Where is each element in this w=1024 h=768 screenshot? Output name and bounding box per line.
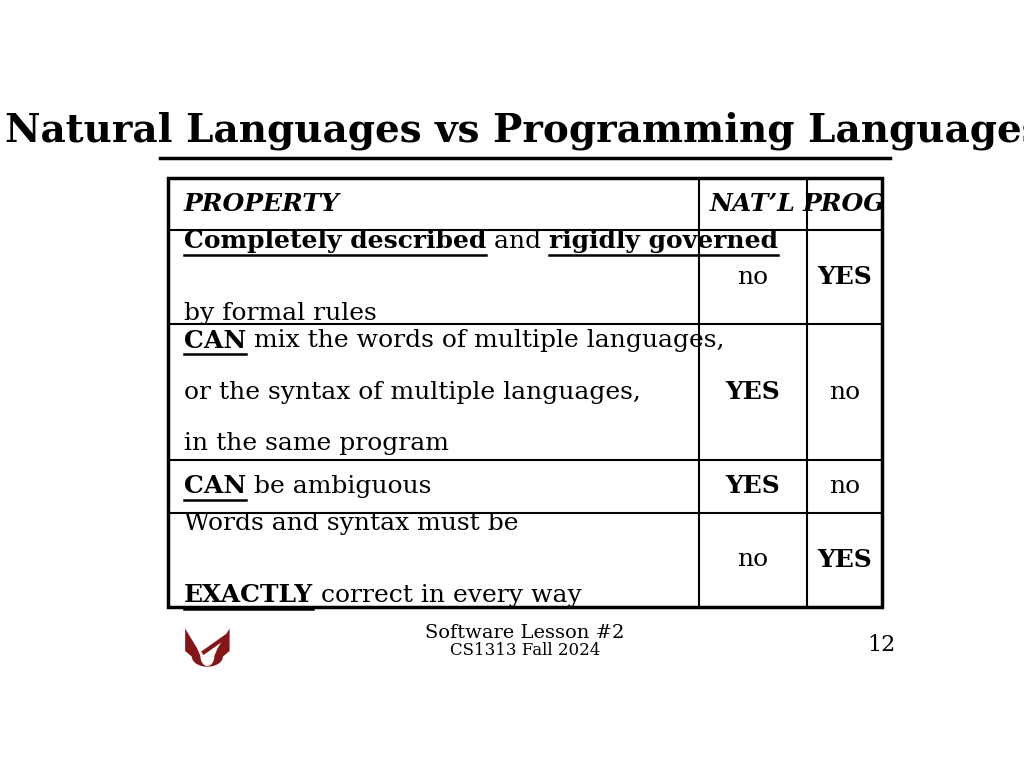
Bar xyxy=(168,178,882,607)
Text: YES: YES xyxy=(726,380,780,404)
Text: YES: YES xyxy=(726,475,780,498)
Text: be ambiguous: be ambiguous xyxy=(246,475,431,498)
Text: CAN: CAN xyxy=(183,329,246,353)
Text: by formal rules: by formal rules xyxy=(183,302,376,325)
Text: Natural Languages vs Programming Languages: Natural Languages vs Programming Languag… xyxy=(5,111,1024,150)
Text: rigidly governed: rigidly governed xyxy=(549,230,778,253)
Text: correct in every way: correct in every way xyxy=(312,584,582,607)
Text: no: no xyxy=(828,381,860,404)
Text: Software Lesson #2: Software Lesson #2 xyxy=(425,624,625,642)
Text: CAN: CAN xyxy=(183,475,246,498)
Text: EXACTLY: EXACTLY xyxy=(183,584,312,607)
Text: PROG: PROG xyxy=(803,192,886,216)
Text: Words and syntax must be: Words and syntax must be xyxy=(183,512,518,535)
Text: in the same program: in the same program xyxy=(183,432,449,455)
Text: PROPERTY: PROPERTY xyxy=(183,192,339,216)
Text: no: no xyxy=(737,548,769,571)
Text: 12: 12 xyxy=(867,634,896,656)
Text: mix the words of multiple languages,: mix the words of multiple languages, xyxy=(246,329,724,352)
Text: Completely described: Completely described xyxy=(183,230,486,253)
Text: YES: YES xyxy=(817,548,871,571)
Text: and: and xyxy=(486,230,549,253)
Polygon shape xyxy=(185,628,229,667)
Text: YES: YES xyxy=(817,265,871,290)
Text: or the syntax of multiple languages,: or the syntax of multiple languages, xyxy=(183,381,640,404)
Text: NAT’L: NAT’L xyxy=(710,192,796,216)
Text: no: no xyxy=(828,475,860,498)
Text: CS1313 Fall 2024: CS1313 Fall 2024 xyxy=(450,643,600,660)
Text: no: no xyxy=(737,266,769,289)
